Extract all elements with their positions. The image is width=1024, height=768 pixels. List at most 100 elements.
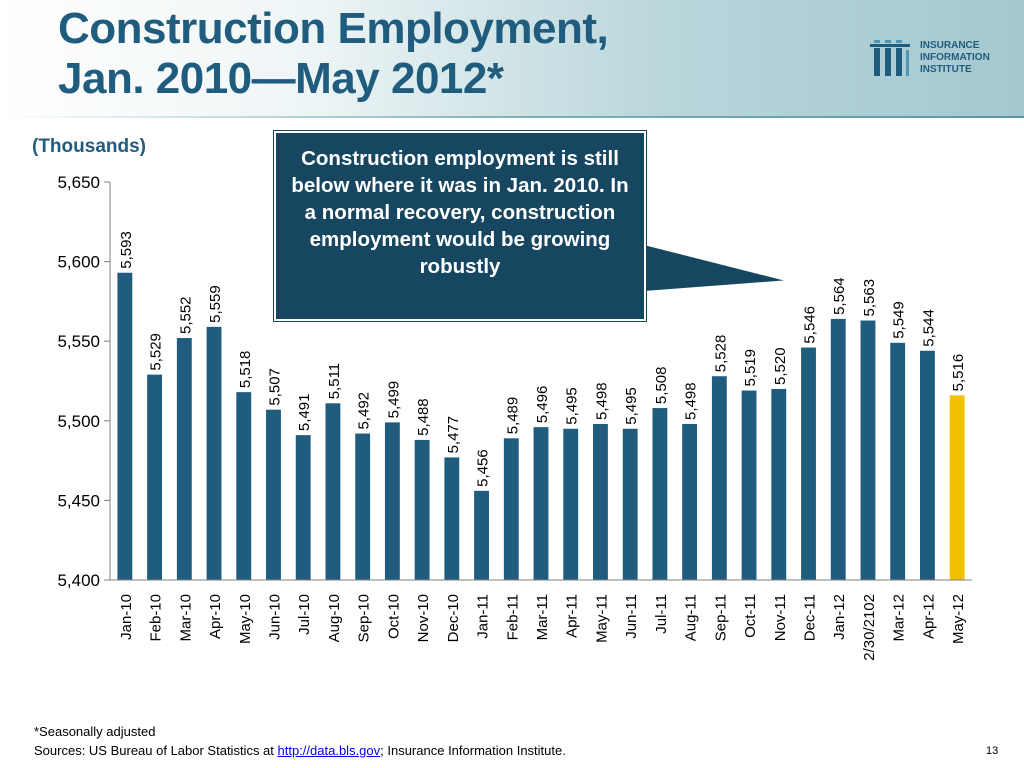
sources-prefix: Sources: US Bureau of Labor Statistics a… bbox=[34, 743, 278, 758]
x-tick-label: Aug-11 bbox=[683, 594, 700, 641]
bar bbox=[533, 427, 549, 580]
bar bbox=[771, 388, 787, 580]
x-tick-label: Mar-11 bbox=[534, 594, 551, 640]
bar bbox=[563, 428, 579, 580]
bar bbox=[593, 423, 608, 580]
bar bbox=[830, 318, 846, 580]
x-tick-label: Oct-11 bbox=[742, 594, 759, 638]
bar bbox=[176, 338, 192, 580]
bar bbox=[295, 435, 311, 580]
bar-data-label: 5,495 bbox=[623, 387, 640, 425]
bar-data-label: 5,495 bbox=[564, 387, 581, 425]
bls-link[interactable]: http://data.bls.gov bbox=[277, 743, 381, 758]
logo-text: INSURANCE INFORMATION INSTITUTE bbox=[920, 40, 990, 76]
x-tick-label: Oct-10 bbox=[385, 594, 402, 639]
bar bbox=[801, 347, 816, 580]
bar bbox=[919, 350, 935, 580]
x-tick-label: Apr-10 bbox=[207, 594, 224, 639]
x-tick-label: Nov-10 bbox=[415, 594, 432, 642]
bar-data-label: 5,511 bbox=[326, 363, 343, 399]
bar bbox=[266, 409, 281, 580]
x-tick-label: May-11 bbox=[593, 594, 610, 643]
x-tick-label: Apr-11 bbox=[564, 594, 581, 638]
bar bbox=[355, 433, 371, 580]
bar-data-label: 5,593 bbox=[118, 231, 135, 269]
bar bbox=[949, 395, 965, 580]
bar-data-label: 5,489 bbox=[504, 397, 521, 435]
y-tick-label: 5,500 bbox=[57, 412, 100, 431]
x-tick-label: Mar-12 bbox=[891, 594, 908, 642]
x-tick-label: Jan-11 bbox=[475, 594, 492, 639]
bar-data-label: 5,520 bbox=[772, 347, 789, 385]
bar-data-label: 5,496 bbox=[534, 386, 551, 424]
x-tick-label: Jul-11 bbox=[653, 594, 670, 634]
bar-data-label: 5,456 bbox=[475, 449, 492, 487]
x-tick-label: Aug-10 bbox=[326, 594, 343, 642]
x-tick-label: Jun-10 bbox=[266, 594, 283, 640]
iii-logo: INSURANCE INFORMATION INSTITUTE bbox=[868, 36, 1018, 80]
x-tick-label: Dec-11 bbox=[802, 594, 819, 641]
y-tick-label: 5,600 bbox=[57, 253, 100, 272]
bar-data-label: 5,507 bbox=[266, 368, 283, 406]
callout-pointer bbox=[643, 242, 791, 294]
iii-logo-icon bbox=[870, 40, 910, 76]
x-tick-label: Dec-10 bbox=[445, 594, 462, 642]
bar bbox=[384, 422, 400, 580]
bar bbox=[206, 326, 222, 580]
bar-data-label: 5,518 bbox=[237, 351, 254, 389]
bar bbox=[147, 374, 163, 580]
page-number: 13 bbox=[986, 745, 999, 757]
bar-data-label: 5,498 bbox=[683, 382, 700, 420]
bar-data-label: 5,529 bbox=[148, 333, 165, 371]
x-tick-label: Feb-10 bbox=[148, 594, 165, 642]
header-band bbox=[0, 0, 1024, 118]
bar bbox=[444, 457, 460, 580]
x-tick-label: 2/30/2102 bbox=[861, 594, 878, 661]
slide-title: Construction Employment, Jan. 2010—May 2… bbox=[58, 4, 609, 104]
logo-line-1: INSURANCE bbox=[920, 40, 980, 51]
bar-data-label: 5,549 bbox=[891, 301, 908, 339]
bar-data-label: 5,546 bbox=[802, 306, 819, 344]
bar bbox=[325, 403, 341, 580]
bar-data-label: 5,552 bbox=[177, 296, 194, 334]
logo-line-2: INFORMATION bbox=[920, 52, 990, 63]
x-tick-label: Sep-10 bbox=[356, 594, 373, 642]
bar bbox=[741, 390, 757, 580]
bar bbox=[117, 272, 133, 580]
bar bbox=[622, 428, 638, 580]
bar bbox=[682, 423, 698, 580]
bar-data-label: 5,544 bbox=[920, 309, 937, 347]
bar-data-label: 5,488 bbox=[415, 398, 432, 436]
x-tick-label: Feb-11 bbox=[504, 594, 521, 640]
x-tick-label: Apr-12 bbox=[920, 594, 937, 639]
bar-data-label: 5,559 bbox=[207, 285, 224, 323]
x-tick-label: Jul-10 bbox=[296, 594, 313, 635]
bar bbox=[890, 342, 906, 580]
bar-data-label: 5,491 bbox=[296, 394, 313, 432]
x-tick-label: Jun-11 bbox=[623, 594, 640, 639]
x-tick-label: Sep-11 bbox=[712, 594, 729, 641]
title-line-2: Jan. 2010—May 2012* bbox=[58, 54, 504, 103]
y-tick-label: 5,550 bbox=[57, 332, 100, 351]
bar-data-label: 5,563 bbox=[861, 279, 878, 317]
y-tick-label: 5,450 bbox=[57, 491, 100, 510]
footnote: *Seasonally adjusted bbox=[34, 724, 156, 739]
bar-series bbox=[117, 272, 965, 580]
bar-data-label: 5,564 bbox=[831, 277, 848, 315]
bar-data-label: 5,499 bbox=[385, 381, 402, 419]
bar bbox=[414, 439, 430, 580]
bar-data-label: 5,528 bbox=[712, 335, 729, 373]
logo-line-3: INSTITUTE bbox=[920, 64, 972, 75]
x-axis: Jan-10 Feb-10 Mar-10 Apr-10 May-10 Jun-10 Jul-… bbox=[110, 579, 972, 661]
bar-data-label: 5,492 bbox=[356, 392, 373, 430]
y-tick-label: 5,400 bbox=[57, 571, 100, 590]
title-line-1: Construction Employment, bbox=[58, 4, 609, 53]
x-tick-label: Jan-10 bbox=[118, 594, 135, 640]
x-tick-label: Jan-12 bbox=[831, 594, 848, 640]
bar bbox=[711, 376, 727, 580]
bar bbox=[236, 392, 252, 580]
x-tick-label: May-12 bbox=[950, 594, 967, 644]
bar-data-label: 5,508 bbox=[653, 367, 670, 405]
bar bbox=[474, 490, 489, 580]
